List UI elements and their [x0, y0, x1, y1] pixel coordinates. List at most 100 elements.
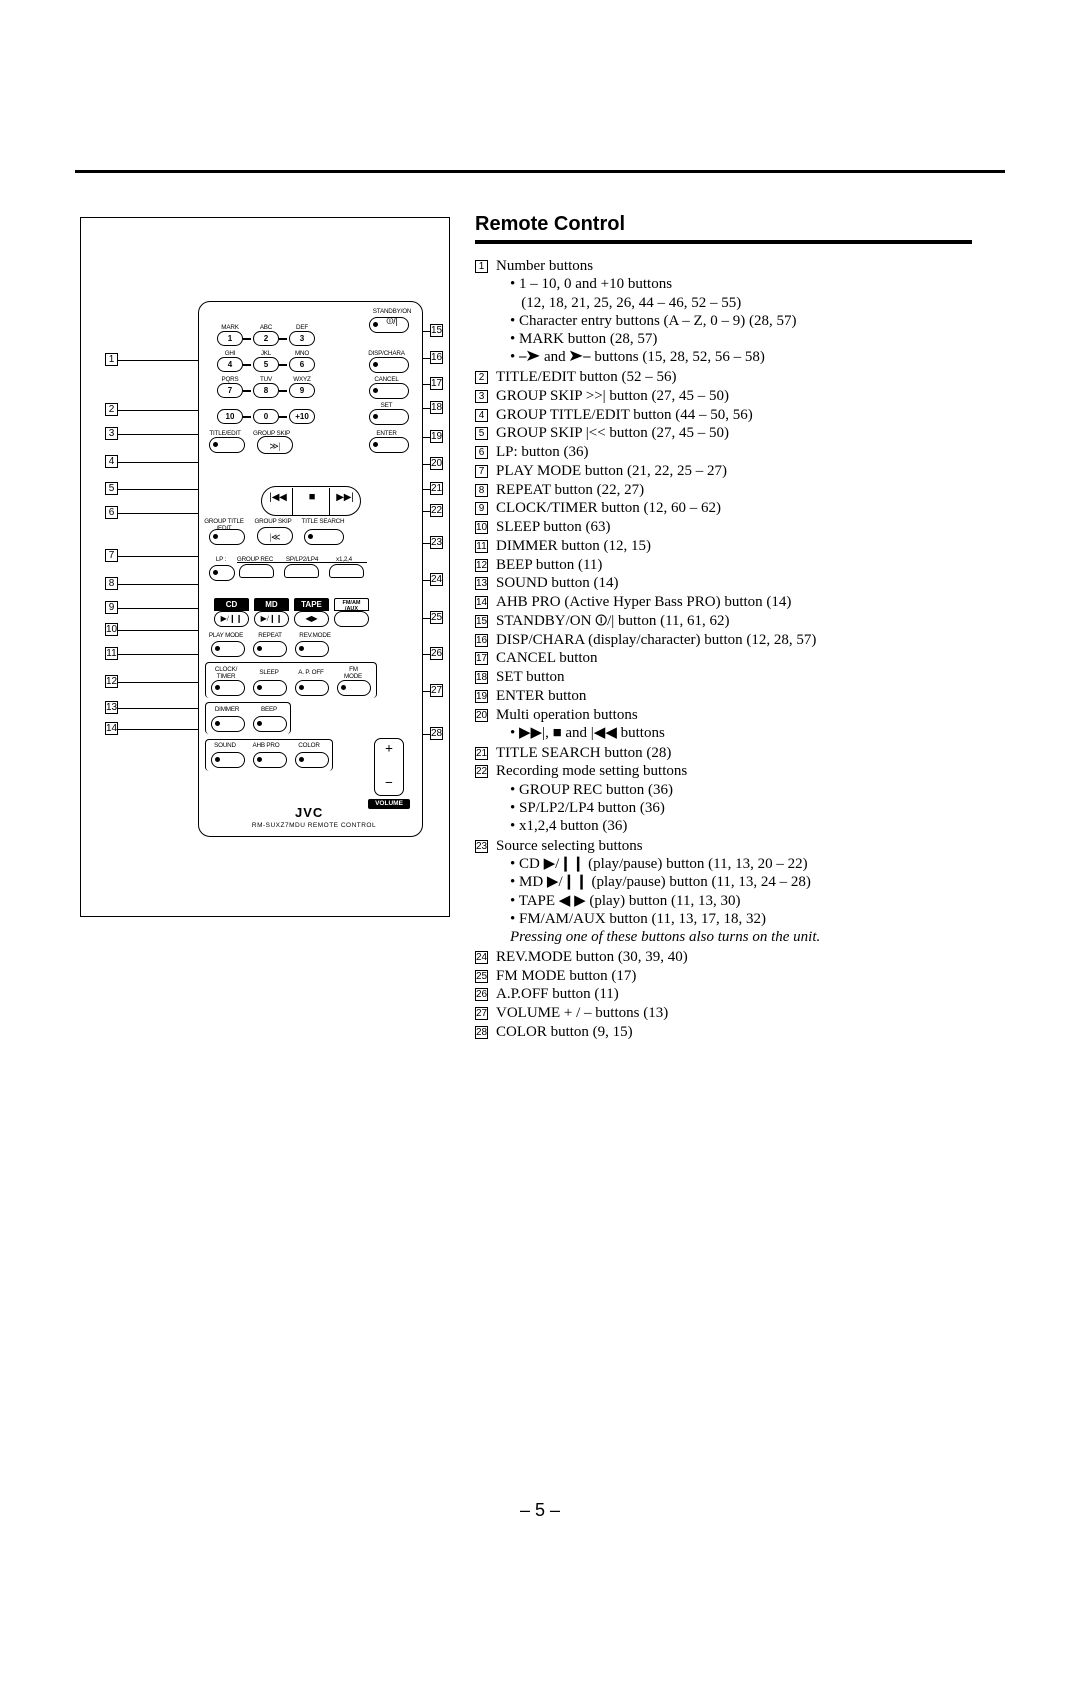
content-columns: 1234567891011121314151617181920212223242… — [75, 213, 1005, 1043]
legend-body: ENTER button — [496, 688, 1005, 705]
callout-number: 22 — [475, 765, 488, 778]
legend-body: SOUND button (14) — [496, 575, 1005, 592]
legend-body: VOLUME + / – buttons (13) — [496, 1005, 1005, 1022]
legend-body: A.P.OFF button (11) — [496, 986, 1005, 1003]
callout-box: 22 — [430, 504, 443, 517]
number-button: 2 — [253, 331, 279, 346]
legend-item: 7 PLAY MODE button (21, 22, 25 – 27) — [475, 463, 1005, 480]
source-button: ◀▶ — [294, 611, 329, 627]
number-button: 6 — [289, 357, 315, 372]
legend-item: 26 A.P.OFF button (11) — [475, 986, 1005, 1003]
callout-box: 16 — [430, 351, 443, 364]
row4-button — [253, 680, 287, 696]
remote-body: STANDBY/ONMARKABCDEFGHIJKLMNODISP/CHARAP… — [198, 301, 423, 837]
number-button: +10 — [289, 409, 315, 424]
legend-item: 6 LP: button (36) — [475, 444, 1005, 461]
legend-body: CANCEL button — [496, 650, 1005, 667]
page-number: – 5 – — [0, 1500, 1080, 1521]
volume-buttons — [374, 738, 404, 796]
legend-item: 28 COLOR button (9, 15) — [475, 1024, 1005, 1041]
link — [243, 364, 251, 366]
source-button: ▶/❙❙ — [254, 611, 289, 627]
legend-sub: • GROUP REC button (36) — [510, 782, 1005, 799]
callout-number: 10 — [475, 521, 488, 534]
remote-label: MARK — [215, 324, 245, 331]
callout-box: 25 — [430, 611, 443, 624]
legend-sub: (12, 18, 21, 25, 26, 44 – 46, 52 – 55) — [510, 295, 1005, 312]
callout-box: 19 — [430, 430, 443, 443]
legend-text: SLEEP button (63) — [496, 519, 610, 535]
legend-text: COLOR button (9, 15) — [496, 1024, 633, 1040]
stop-icon: ■ — [302, 491, 322, 503]
remote-label: TITLE/EDIT — [204, 430, 246, 437]
legend-body: Number buttons • 1 – 10, 0 and +10 butto… — [496, 258, 1005, 368]
callout-box: 9 — [105, 601, 118, 614]
remote-label: GHI — [215, 350, 245, 357]
legend-text: TITLE/EDIT button (52 – 56) — [496, 369, 677, 385]
legend-text: A.P.OFF button (11) — [496, 986, 619, 1002]
link — [279, 416, 287, 418]
legend-body: SET button — [496, 669, 1005, 686]
remote-label: REV.MODE — [295, 632, 335, 639]
ahb-pro-button — [253, 752, 287, 768]
callout-number: 21 — [475, 747, 488, 760]
source-button: ▶/❙❙ — [214, 611, 249, 627]
rec-mode-button — [284, 564, 319, 578]
disp-chara-button — [369, 357, 409, 373]
callout-box: 8 — [105, 577, 118, 590]
link — [243, 416, 251, 418]
legend-sub: • FM/AM/AUX button (11, 13, 17, 18, 32) — [510, 911, 1005, 928]
leader-line — [118, 729, 200, 730]
callout-number: 11 — [475, 540, 488, 553]
number-button: 0 — [253, 409, 279, 424]
callout-box: 21 — [430, 482, 443, 495]
legend-body: FM MODE button (17) — [496, 968, 1005, 985]
number-button: 10 — [217, 409, 243, 424]
legend-item: 27 VOLUME + / – buttons (13) — [475, 1005, 1005, 1022]
callout-number: 25 — [475, 970, 488, 983]
callout-box: 5 — [105, 482, 118, 495]
callout-box: 3 — [105, 427, 118, 440]
legend-item: 8 REPEAT button (22, 27) — [475, 482, 1005, 499]
legend-text: REPEAT button (22, 27) — [496, 482, 644, 498]
callout-number: 27 — [475, 1007, 488, 1020]
callout-number: 8 — [475, 484, 488, 497]
group-skip-back-icon: |≪ — [257, 527, 293, 545]
legend-text: LP: button (36) — [496, 444, 589, 460]
sound-button — [211, 752, 245, 768]
legend-note: Pressing one of these buttons also turns… — [510, 929, 1005, 946]
model-label: RM-SUXZ7MDU REMOTE CONTROL — [239, 822, 389, 829]
legend-sub: • TAPE ◀ ▶ (play) button (11, 13, 30) — [510, 893, 1005, 910]
source-label: FM/AM/AUX — [334, 598, 369, 611]
legend-item: 1 Number buttons • 1 – 10, 0 and +10 but… — [475, 258, 1005, 368]
row4-button — [295, 680, 329, 696]
legend-body: COLOR button (9, 15) — [496, 1024, 1005, 1041]
legend-text: CLOCK/TIMER button (12, 60 – 62) — [496, 500, 721, 516]
legend-text: BEEP button (11) — [496, 557, 602, 573]
leader-line — [118, 608, 200, 609]
callout-box: 27 — [430, 684, 443, 697]
source-label: MD — [254, 598, 289, 611]
callout-box: 20 — [430, 457, 443, 470]
number-button: 9 — [289, 383, 315, 398]
legend-body: REV.MODE button (30, 39, 40) — [496, 949, 1005, 966]
legend-item: 4 GROUP TITLE/EDIT button (44 – 50, 56) — [475, 407, 1005, 424]
rec-bar-top — [237, 562, 367, 563]
leader-line — [118, 434, 200, 435]
remote-label: STANDBY/ON — [367, 308, 417, 315]
leader-line — [118, 489, 200, 490]
leader-line — [118, 708, 200, 709]
remote-label: TITLE SEARCH — [299, 518, 347, 525]
legend-item: 19 ENTER button — [475, 688, 1005, 705]
callout-number: 19 — [475, 690, 488, 703]
cancel-button — [369, 383, 409, 399]
number-button: 1 — [217, 331, 243, 346]
rev-mode-button — [295, 641, 329, 657]
legend-item: 10 SLEEP button (63) — [475, 519, 1005, 536]
link — [243, 390, 251, 392]
play-mode-button — [211, 641, 245, 657]
rec-mode-button — [239, 564, 274, 578]
leader-line — [118, 360, 200, 361]
repeat-button — [253, 641, 287, 657]
legend-sub: • SP/LP2/LP4 button (36) — [510, 800, 1005, 817]
